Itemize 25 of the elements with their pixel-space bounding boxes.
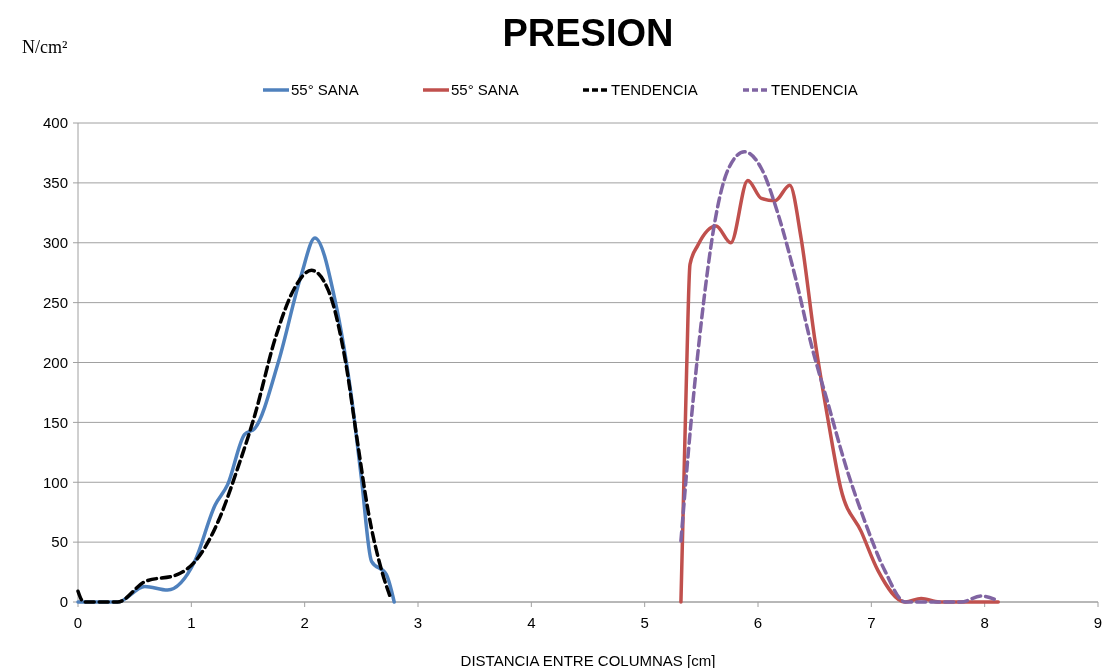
x-tick-label: 2 bbox=[300, 614, 309, 631]
x-tick-label: 8 bbox=[980, 614, 989, 631]
x-tick-label: 1 bbox=[187, 614, 196, 631]
x-tick-label: 3 bbox=[413, 614, 423, 631]
y-tick-label: 150 bbox=[42, 413, 68, 431]
y-tick-label: 50 bbox=[51, 533, 68, 551]
x-tick-label: 0 bbox=[73, 614, 83, 631]
x-tick-label: 6 bbox=[753, 614, 763, 631]
y-tick-label: 250 bbox=[42, 293, 68, 311]
x-tick-label: 4 bbox=[527, 614, 536, 631]
x-tick-label: 9 bbox=[1093, 614, 1103, 631]
y-tick-label: 400 bbox=[42, 114, 68, 132]
chart-title: PRESION bbox=[502, 12, 674, 54]
legend-label: TENDENCIA bbox=[611, 81, 698, 99]
y-tick-label: 100 bbox=[42, 473, 68, 491]
y-tick-label: 300 bbox=[42, 234, 68, 251]
legend-label: 55° SANA bbox=[451, 81, 519, 99]
y-tick-label: 0 bbox=[59, 593, 68, 611]
y-tick-label: 350 bbox=[42, 174, 68, 192]
x-tick-label: 5 bbox=[640, 614, 649, 631]
x-tick-label: 7 bbox=[867, 614, 876, 631]
y-tick-label: 200 bbox=[42, 353, 68, 371]
legend-label: 55° SANA bbox=[291, 81, 359, 99]
y-axis-title: N/cm² bbox=[22, 37, 68, 57]
legend-label: TENDENCIA bbox=[771, 81, 858, 99]
